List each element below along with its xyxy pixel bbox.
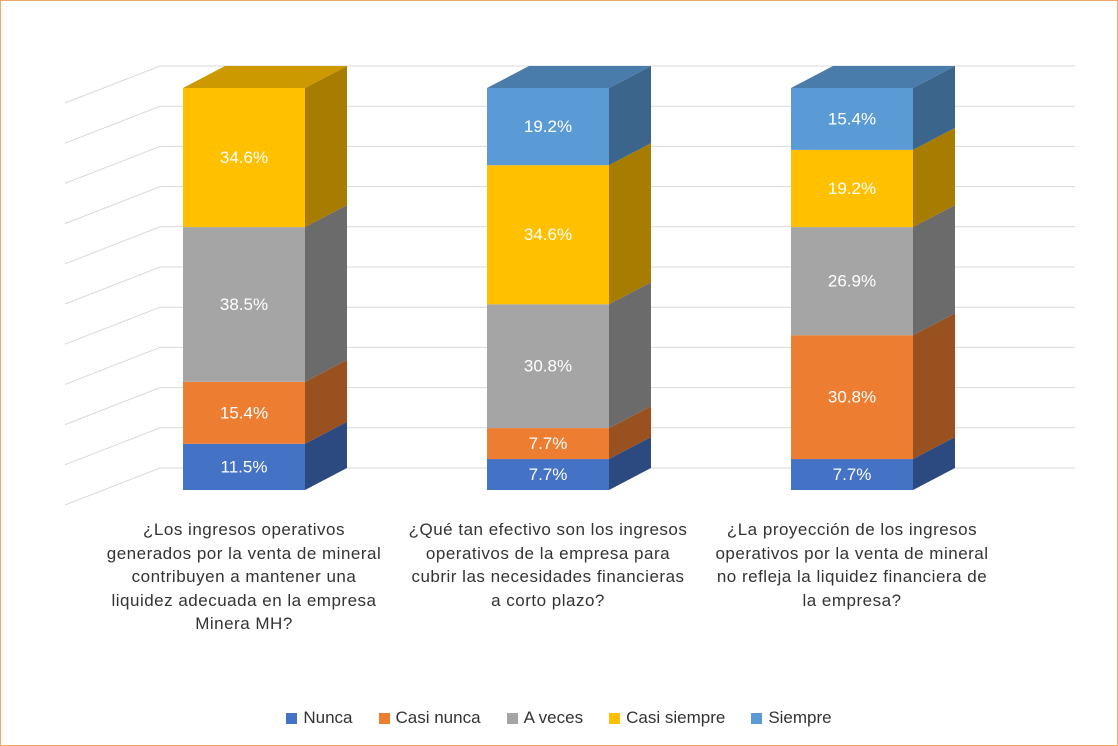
bar-front xyxy=(487,88,609,166)
bar-side xyxy=(913,313,955,460)
data-label: 30.8% xyxy=(524,357,572,376)
bar-segment xyxy=(487,282,651,429)
bar-segment xyxy=(791,66,955,150)
legend-item: Casi siempre xyxy=(609,708,725,728)
data-label: 26.9% xyxy=(828,272,876,291)
bar-front xyxy=(183,227,305,382)
data-label: 15.4% xyxy=(220,403,268,422)
bar-side xyxy=(609,282,651,429)
bar-segment xyxy=(791,437,955,490)
x-tick-label: ¿Los ingresos operativos generados por l… xyxy=(106,520,382,633)
data-label: 30.8% xyxy=(828,388,876,407)
legend-item: A veces xyxy=(506,708,584,728)
data-label: 19.2% xyxy=(524,117,572,136)
legend-swatch xyxy=(609,712,621,724)
data-label: 34.6% xyxy=(524,225,572,244)
bar-front xyxy=(487,304,609,429)
data-label: 19.2% xyxy=(828,179,876,198)
bar-front xyxy=(791,335,913,460)
bar-front xyxy=(487,165,609,305)
bar-side xyxy=(305,421,347,490)
bar-segment xyxy=(183,205,347,382)
bar-segment xyxy=(487,437,651,490)
grid-line xyxy=(64,346,1075,385)
legend-label: Nunca xyxy=(303,708,353,727)
grid-line xyxy=(64,427,1075,466)
bar-side xyxy=(913,127,955,228)
legend-item: Siempre xyxy=(751,708,832,728)
bar-front xyxy=(791,227,913,336)
grid-line xyxy=(64,65,1075,104)
bar-segment xyxy=(791,205,955,336)
bar-front xyxy=(183,88,305,228)
data-label: 7.7% xyxy=(833,465,872,484)
grid-line xyxy=(64,226,1075,265)
bar-side xyxy=(913,205,955,336)
bar-side xyxy=(609,143,651,305)
bar-side xyxy=(913,66,955,150)
bar-front xyxy=(183,443,305,490)
data-label: 34.6% xyxy=(220,148,268,167)
bar-front xyxy=(487,459,609,490)
bar-front xyxy=(183,381,305,444)
legend-item: Casi nunca xyxy=(378,708,481,728)
bar-top xyxy=(791,66,955,88)
bar-side xyxy=(609,66,651,166)
bar-side xyxy=(913,437,955,490)
bar-front xyxy=(791,459,913,490)
grid-line xyxy=(64,186,1075,225)
bar-segment xyxy=(791,313,955,460)
data-label: 7.7% xyxy=(529,434,568,453)
bar-side xyxy=(305,205,347,382)
x-tick-label: ¿La proyección de los ingresos operativo… xyxy=(715,520,989,610)
legend-label: A veces xyxy=(523,708,584,727)
legend-swatch xyxy=(506,712,518,724)
grid-line xyxy=(64,266,1075,305)
grid-line xyxy=(64,105,1075,144)
legend-swatch xyxy=(751,712,763,724)
bar-front xyxy=(487,428,609,460)
bar-front xyxy=(791,88,913,150)
bar-segment xyxy=(791,127,955,228)
grid-line xyxy=(64,145,1075,184)
bar-side xyxy=(305,66,347,228)
legend-label: Casi nunca xyxy=(395,708,481,727)
bar-top xyxy=(183,66,347,88)
grid-line xyxy=(64,387,1075,426)
bar-front xyxy=(791,149,913,228)
bar-segment xyxy=(487,66,651,166)
legend-swatch xyxy=(378,712,390,724)
bar-segment xyxy=(183,421,347,490)
grid-line xyxy=(64,467,1075,506)
bar-side xyxy=(609,406,651,460)
bar-segment xyxy=(183,66,347,228)
data-label: 7.7% xyxy=(529,465,568,484)
legend-label: Casi siempre xyxy=(626,708,726,727)
bar-segment xyxy=(487,143,651,305)
legend-label: Siempre xyxy=(768,708,832,727)
legend: Nunca Casi nunca A veces Casi siempre Siempr… xyxy=(0,708,1118,728)
bar-segment xyxy=(487,406,651,460)
data-label: 11.5% xyxy=(221,457,268,476)
bar-side xyxy=(609,437,651,490)
bar-side xyxy=(305,359,347,444)
bar-segment xyxy=(183,359,347,444)
legend-item: Nunca xyxy=(286,708,353,728)
data-label: 38.5% xyxy=(220,295,268,314)
bar-top xyxy=(487,66,651,88)
x-tick-label: ¿Qué tan efectivo son los ingresos opera… xyxy=(408,520,688,610)
legend-swatch xyxy=(286,712,298,724)
grid-line xyxy=(64,306,1075,345)
data-label: 15.4% xyxy=(828,109,876,128)
